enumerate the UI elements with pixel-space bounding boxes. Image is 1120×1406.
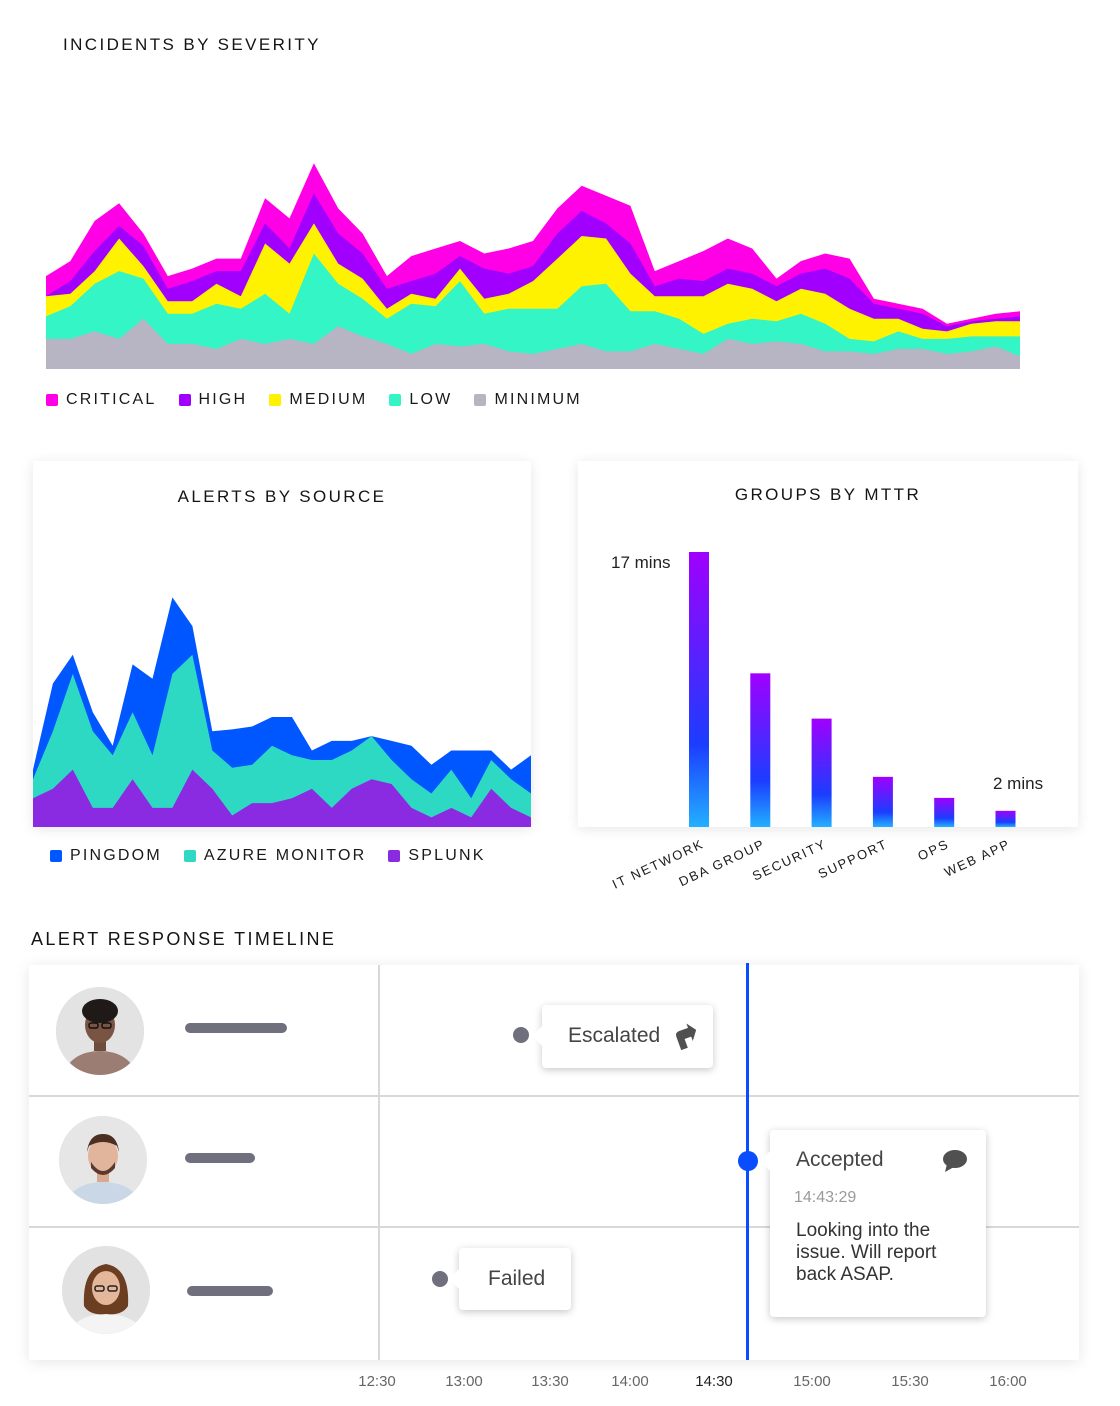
alerts-chart xyxy=(33,597,531,827)
legend-swatch xyxy=(269,394,282,406)
mttr-bar[interactable] xyxy=(750,673,771,827)
legend-item: SPLUNK xyxy=(388,847,485,865)
accepted-time: 14:43:29 xyxy=(794,1189,857,1206)
legend-label: AZURE MONITOR xyxy=(203,847,367,864)
time-tick-label: 13:00 xyxy=(445,1373,483,1390)
mttr-category-label: WEB APP xyxy=(942,836,1013,880)
time-tick-label: 13:30 xyxy=(531,1373,569,1390)
mttr-bar[interactable] xyxy=(995,810,1016,827)
accepted-label: Accepted xyxy=(796,1148,884,1171)
event-marker[interactable] xyxy=(432,1271,448,1287)
failed-callout[interactable]: Failed xyxy=(449,1248,571,1310)
timeline-title: ALERT RESPONSE TIMELINE xyxy=(31,929,337,949)
legend-item: AZURE MONITOR xyxy=(183,847,367,865)
incidents-title: INCIDENTS BY SEVERITY xyxy=(63,35,321,54)
row-divider xyxy=(29,1095,1079,1097)
event-marker[interactable] xyxy=(513,1027,529,1043)
alerts-title: ALERTS BY SOURCE xyxy=(177,487,387,506)
legend-swatch xyxy=(474,394,487,406)
name-placeholder xyxy=(185,1023,287,1033)
legend-swatch xyxy=(388,850,401,862)
legend-item: MINIMUM xyxy=(474,391,581,409)
legend-swatch xyxy=(183,850,196,862)
escalated-label: Escalated xyxy=(568,1024,661,1047)
incidents-legend: CRITICAL HIGH MEDIUM LOW MINIMUM xyxy=(46,391,604,409)
event-marker[interactable] xyxy=(738,1151,758,1171)
legend-label: PINGDOM xyxy=(70,847,162,864)
mttr-bar[interactable] xyxy=(811,718,832,827)
time-tick-label: 14:00 xyxy=(611,1373,649,1390)
mttr-title: GROUPS BY MTTR xyxy=(734,485,922,504)
mttr-category-label: OPS xyxy=(915,836,951,863)
escalate-arrow-icon xyxy=(676,1023,697,1051)
legend-swatch xyxy=(46,394,58,406)
time-tick-label: 15:30 xyxy=(891,1373,929,1390)
failed-label: Failed xyxy=(488,1267,546,1290)
legend-label: HIGH xyxy=(198,391,248,408)
alerts-legend: PINGDOM AZURE MONITOR SPLUNK xyxy=(50,847,508,865)
time-tick-label: 15:00 xyxy=(793,1373,831,1390)
legend-label: LOW xyxy=(409,391,453,408)
legend-item: PINGDOM xyxy=(50,847,162,865)
accepted-callout[interactable]: Accepted 14:43:29 Looking into the issue… xyxy=(760,1130,986,1317)
time-tick-label: 12:30 xyxy=(358,1373,396,1390)
comment-icon[interactable] xyxy=(942,1149,968,1173)
person-icon xyxy=(56,987,144,1075)
avatar[interactable] xyxy=(62,1246,150,1334)
legend-swatch xyxy=(50,850,62,862)
column-divider xyxy=(378,965,380,1360)
mttr-category-label: SUPPORT xyxy=(816,836,891,881)
legend-label: CRITICAL xyxy=(66,391,157,408)
legend-label: SPLUNK xyxy=(408,847,486,864)
legend-label: MEDIUM xyxy=(289,391,368,408)
name-placeholder xyxy=(185,1153,255,1163)
mttr-bar[interactable] xyxy=(934,797,955,827)
mttr-min-label: 2 mins xyxy=(993,774,1044,793)
time-tick-label: 14:30 xyxy=(695,1373,733,1390)
person-icon xyxy=(59,1116,147,1204)
avatar[interactable] xyxy=(59,1116,147,1204)
mttr-max-label: 17 mins xyxy=(611,553,671,572)
legend-swatch xyxy=(389,394,402,406)
legend-item: HIGH xyxy=(178,391,248,409)
legend-swatch xyxy=(178,394,191,406)
incidents-chart xyxy=(46,163,1020,369)
series-area-splunk xyxy=(33,769,531,827)
legend-label: MINIMUM xyxy=(494,391,582,408)
time-tick-label: 16:00 xyxy=(989,1373,1027,1390)
escalated-callout[interactable]: Escalated xyxy=(532,1005,713,1068)
series-area-minimum xyxy=(46,318,1020,369)
series-area-azure-monitor xyxy=(33,654,531,827)
avatar[interactable] xyxy=(56,987,144,1075)
person-icon xyxy=(62,1246,150,1334)
legend-item: MEDIUM xyxy=(269,391,367,409)
legend-item: LOW xyxy=(389,391,452,409)
legend-item: CRITICAL xyxy=(46,391,157,409)
mttr-bar[interactable] xyxy=(872,776,893,827)
accepted-message: Looking into the issue. Will report back… xyxy=(796,1220,937,1285)
row-divider xyxy=(29,1226,1079,1228)
mttr-bar[interactable] xyxy=(689,552,709,827)
name-placeholder xyxy=(187,1286,273,1296)
